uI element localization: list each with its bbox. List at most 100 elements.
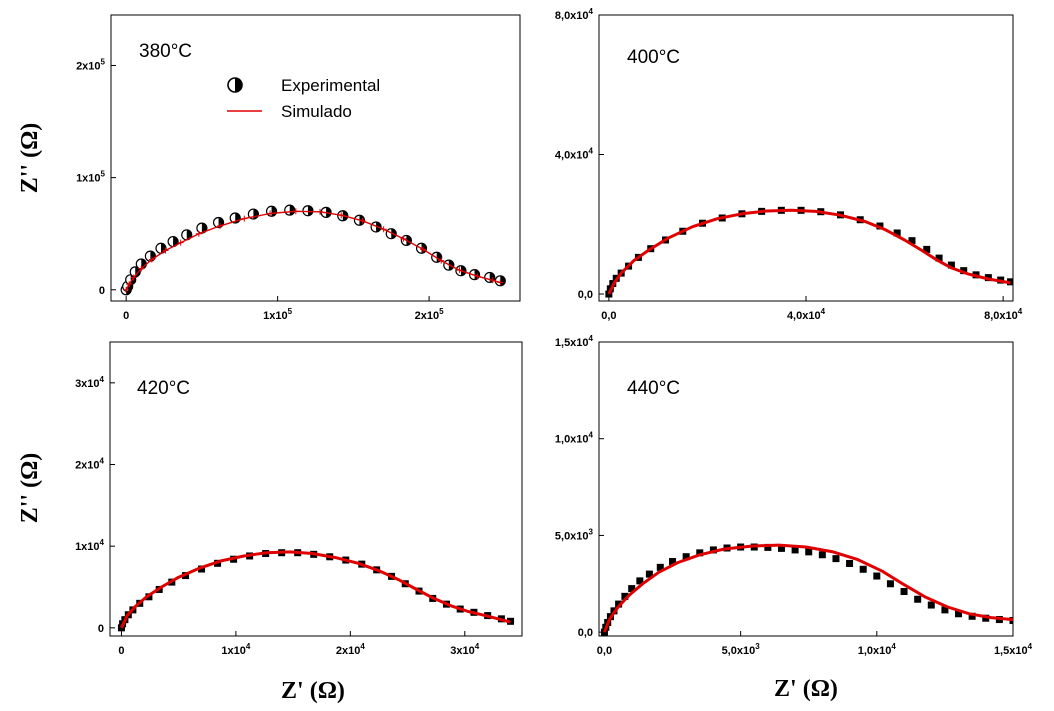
experimental-point — [914, 595, 922, 603]
y-axis-title-bottom: Z'' (Ω) — [17, 453, 43, 524]
legend-marker-experimental — [227, 77, 243, 93]
experimental-point — [955, 610, 963, 618]
tick-exponent: 4 — [891, 642, 896, 651]
experimental-point — [605, 290, 613, 298]
simulated-point — [292, 208, 299, 215]
tick-exponent: 3 — [755, 642, 760, 651]
panel-380c: 0 1x105 2x105 0 1x105 2x105 380°C Experimenta… — [76, 14, 521, 322]
panel-440c: 0,0 5,0x103 1,0x104 1,5x104 0,0 5,0x103 1,0x10… — [555, 334, 1033, 657]
simulated-point — [317, 208, 324, 215]
simulated-point — [126, 281, 133, 288]
y-tick-label: 0,0 — [578, 289, 593, 301]
panel-temperature-label: 440°C — [627, 378, 680, 399]
simulated-point — [195, 230, 202, 237]
y-tick-label: 1,0x104 — [555, 431, 594, 446]
experimental-point — [636, 577, 644, 585]
x-tick-label: 2x104 — [336, 642, 365, 657]
y-tick-label: 3x104 — [75, 375, 104, 390]
experimental-point — [302, 205, 314, 217]
simulated-line — [607, 208, 1011, 295]
simulated-point — [474, 273, 481, 280]
tick-exponent: 5 — [101, 57, 106, 66]
simulated-point — [380, 226, 387, 233]
experimental-point — [805, 548, 813, 556]
tick-exponent: 4 — [821, 307, 826, 316]
x-tick-label: 0 — [118, 645, 124, 657]
x-tick-label: 0,0 — [597, 645, 612, 657]
tick-exponent: 4 — [589, 431, 594, 440]
experimental-point — [900, 588, 908, 596]
tick-exponent: 4 — [589, 147, 594, 156]
legend-label-simulated: Simulado — [281, 102, 352, 121]
simulated-point — [438, 257, 445, 264]
y-tick-label: 8,0x104 — [555, 7, 594, 22]
simulated-point — [130, 274, 137, 281]
plot-frame — [110, 14, 521, 302]
data-series — [120, 204, 506, 296]
panel-420c: 0 1x104 2x104 3x104 0 1x104 2x104 3x104 420°C — [75, 341, 523, 657]
y-tick-label: 1,5x104 — [555, 334, 594, 349]
x-tick-label: 1x104 — [221, 642, 250, 657]
y-tick-label: 4,0x104 — [555, 147, 594, 162]
y-tick-label: 5,0x103 — [555, 527, 594, 542]
simulated-point — [162, 247, 169, 254]
simulated-point — [123, 286, 130, 293]
tick-exponent: 4 — [246, 642, 251, 651]
experimental-point — [859, 565, 867, 573]
simulated-point — [148, 256, 155, 263]
tick-exponent: 4 — [1028, 642, 1033, 651]
experimental-point — [198, 565, 206, 573]
experimental-point — [696, 549, 704, 557]
plot-frame — [109, 341, 523, 637]
y-tick-label: 1x105 — [76, 170, 105, 185]
simulated-point — [177, 239, 184, 246]
y-axis-title-top: Z'' (Ω) — [17, 123, 43, 194]
experimental-point — [669, 558, 677, 566]
simulated-point — [359, 217, 366, 224]
tick-exponent: 4 — [100, 538, 105, 547]
experimental-point — [941, 606, 949, 614]
x-tick-label: 1x105 — [263, 307, 292, 322]
experimental-point — [935, 254, 943, 262]
experimental-point — [818, 551, 826, 559]
y-tick-label: 0 — [98, 623, 104, 635]
data-series — [600, 543, 1013, 636]
simulated-point — [217, 222, 224, 229]
experimental-point — [709, 546, 717, 554]
experimental-point — [960, 267, 968, 275]
legend-label-experimental: Experimental — [281, 76, 380, 95]
experimental-point — [645, 570, 653, 578]
simulated-point — [138, 265, 145, 272]
tick-exponent: 5 — [288, 307, 293, 316]
simulated-point — [489, 277, 496, 284]
simulated-point — [338, 212, 345, 219]
experimental-point — [947, 261, 955, 269]
axis-ticks: 0,0 4,0x104 8,0x104 0,0 4,0x104 8,0x104 — [555, 7, 1023, 322]
simulated-line — [125, 210, 501, 291]
tick-exponent: 5 — [101, 170, 106, 179]
x-axis-title-left: Z' (Ω) — [281, 678, 345, 704]
experimental-point — [385, 228, 397, 240]
panel-temperature-label: 380°C — [139, 41, 192, 62]
experimental-point — [893, 229, 901, 237]
tick-exponent: 4 — [1018, 307, 1023, 316]
x-tick-label: 1,5x104 — [994, 642, 1033, 657]
experimental-point — [196, 222, 208, 234]
experimental-point — [846, 559, 854, 567]
experimental-point — [832, 555, 840, 563]
y-tick-label: 2x104 — [75, 457, 104, 472]
x-tick-label: 0 — [123, 310, 129, 322]
experimental-point — [982, 614, 990, 622]
simulated-point — [456, 267, 463, 274]
x-tick-label: 1,0x104 — [858, 642, 897, 657]
experimental-point — [682, 553, 690, 561]
axis-ticks: 0,0 5,0x103 1,0x104 1,5x104 0,0 5,0x103 1,0x10… — [555, 334, 1033, 657]
tick-exponent: 4 — [475, 642, 480, 651]
x-tick-label: 0,0 — [601, 310, 616, 322]
y-tick-label: 2x105 — [76, 57, 105, 72]
tick-exponent: 4 — [589, 334, 594, 343]
experimental-point — [600, 628, 608, 636]
experimental-point — [873, 572, 881, 580]
simulated-point — [400, 235, 407, 242]
